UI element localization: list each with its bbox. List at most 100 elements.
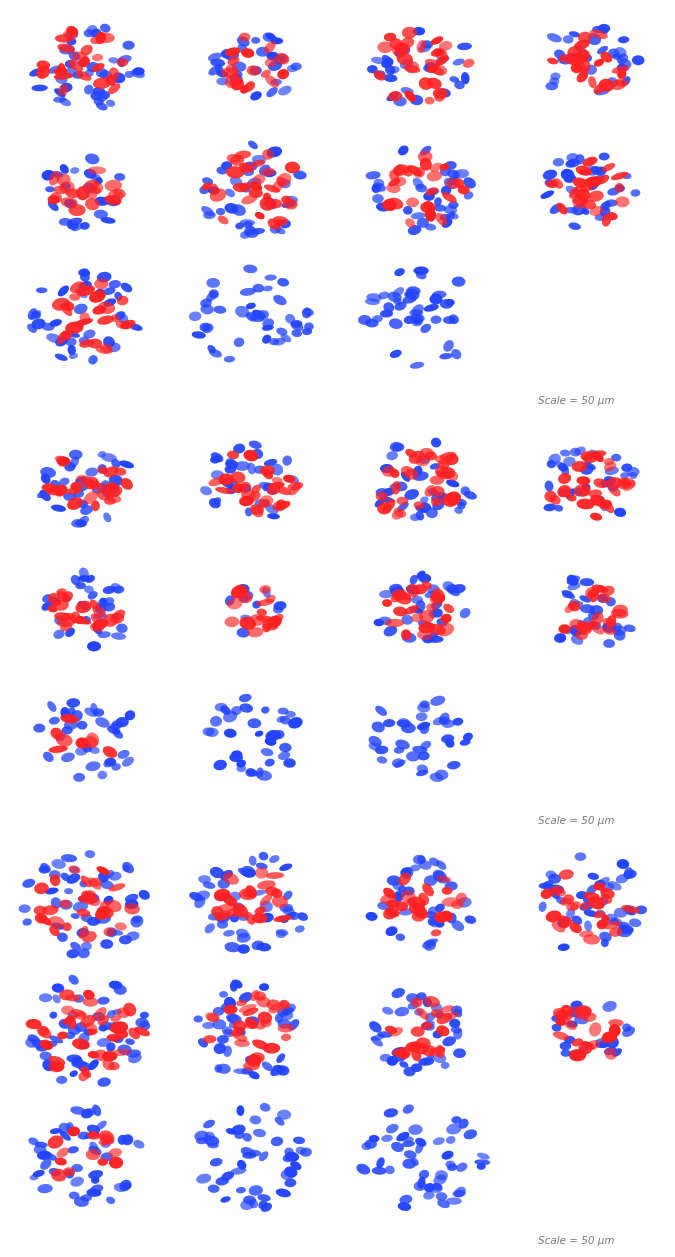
Ellipse shape [227,598,242,610]
Ellipse shape [448,201,458,209]
Ellipse shape [245,911,255,925]
Ellipse shape [86,1149,101,1160]
Ellipse shape [395,901,408,911]
Ellipse shape [604,1047,617,1055]
Ellipse shape [68,865,80,874]
Ellipse shape [387,197,403,210]
Ellipse shape [113,586,124,593]
Ellipse shape [95,603,107,613]
Ellipse shape [546,180,558,189]
Ellipse shape [436,1045,445,1058]
Ellipse shape [231,585,248,598]
Ellipse shape [612,53,622,60]
Ellipse shape [410,865,421,871]
Ellipse shape [130,915,143,928]
Ellipse shape [234,1068,249,1075]
Ellipse shape [379,497,394,503]
Ellipse shape [196,1174,211,1184]
Ellipse shape [243,264,257,273]
Ellipse shape [57,617,76,627]
Ellipse shape [435,921,445,928]
Ellipse shape [34,1040,47,1048]
Ellipse shape [419,447,434,459]
Ellipse shape [218,215,229,225]
Ellipse shape [421,40,433,49]
Ellipse shape [364,298,380,305]
Ellipse shape [254,906,266,915]
Ellipse shape [598,593,611,603]
Ellipse shape [270,225,281,234]
Ellipse shape [547,33,562,43]
Ellipse shape [97,906,113,919]
Ellipse shape [40,1159,51,1170]
Ellipse shape [594,880,605,889]
Ellipse shape [416,1037,431,1048]
Ellipse shape [583,1013,597,1022]
Ellipse shape [225,458,235,466]
Ellipse shape [383,908,396,919]
Ellipse shape [47,195,60,205]
Ellipse shape [597,897,609,906]
Ellipse shape [589,450,599,459]
Ellipse shape [239,694,252,703]
Ellipse shape [211,906,223,918]
Ellipse shape [458,897,472,908]
Ellipse shape [576,1006,592,1017]
Ellipse shape [37,1184,53,1193]
Ellipse shape [430,597,443,605]
Text: Sox2: Sox2 [348,134,373,145]
Ellipse shape [66,67,76,78]
Ellipse shape [226,1128,236,1135]
Ellipse shape [450,77,459,83]
Ellipse shape [215,1177,229,1185]
Ellipse shape [68,974,79,984]
Ellipse shape [99,1139,115,1145]
Ellipse shape [214,1043,226,1055]
Ellipse shape [37,490,48,498]
Ellipse shape [590,176,605,182]
Ellipse shape [539,882,553,889]
Ellipse shape [418,77,433,91]
Text: Sox9: Sox9 [516,974,542,984]
Ellipse shape [230,980,238,992]
Ellipse shape [93,625,102,635]
Ellipse shape [101,488,111,498]
Ellipse shape [369,1021,381,1032]
Ellipse shape [28,1035,40,1045]
Ellipse shape [90,36,101,44]
Ellipse shape [92,63,105,72]
Ellipse shape [236,764,246,772]
Ellipse shape [261,748,273,757]
Ellipse shape [412,318,423,327]
Ellipse shape [453,59,464,65]
Ellipse shape [57,332,67,344]
Ellipse shape [619,478,636,489]
Ellipse shape [603,502,614,513]
Ellipse shape [239,992,252,1003]
Ellipse shape [88,1051,99,1058]
Ellipse shape [238,591,252,603]
Ellipse shape [277,278,289,287]
Ellipse shape [49,745,68,753]
Ellipse shape [239,33,250,41]
Ellipse shape [433,1029,443,1038]
Ellipse shape [234,338,244,347]
Ellipse shape [608,77,618,87]
Ellipse shape [255,212,265,219]
Ellipse shape [403,1105,414,1114]
Ellipse shape [221,50,231,58]
Ellipse shape [103,298,116,307]
Ellipse shape [425,207,436,221]
Ellipse shape [70,481,82,491]
Ellipse shape [122,1183,131,1189]
Ellipse shape [556,461,568,471]
Ellipse shape [603,639,615,647]
Ellipse shape [37,1150,52,1160]
Ellipse shape [411,212,425,219]
Ellipse shape [77,59,89,67]
Ellipse shape [33,724,45,733]
Ellipse shape [377,1031,392,1038]
Ellipse shape [217,920,228,929]
Ellipse shape [624,867,633,879]
Ellipse shape [401,87,414,94]
